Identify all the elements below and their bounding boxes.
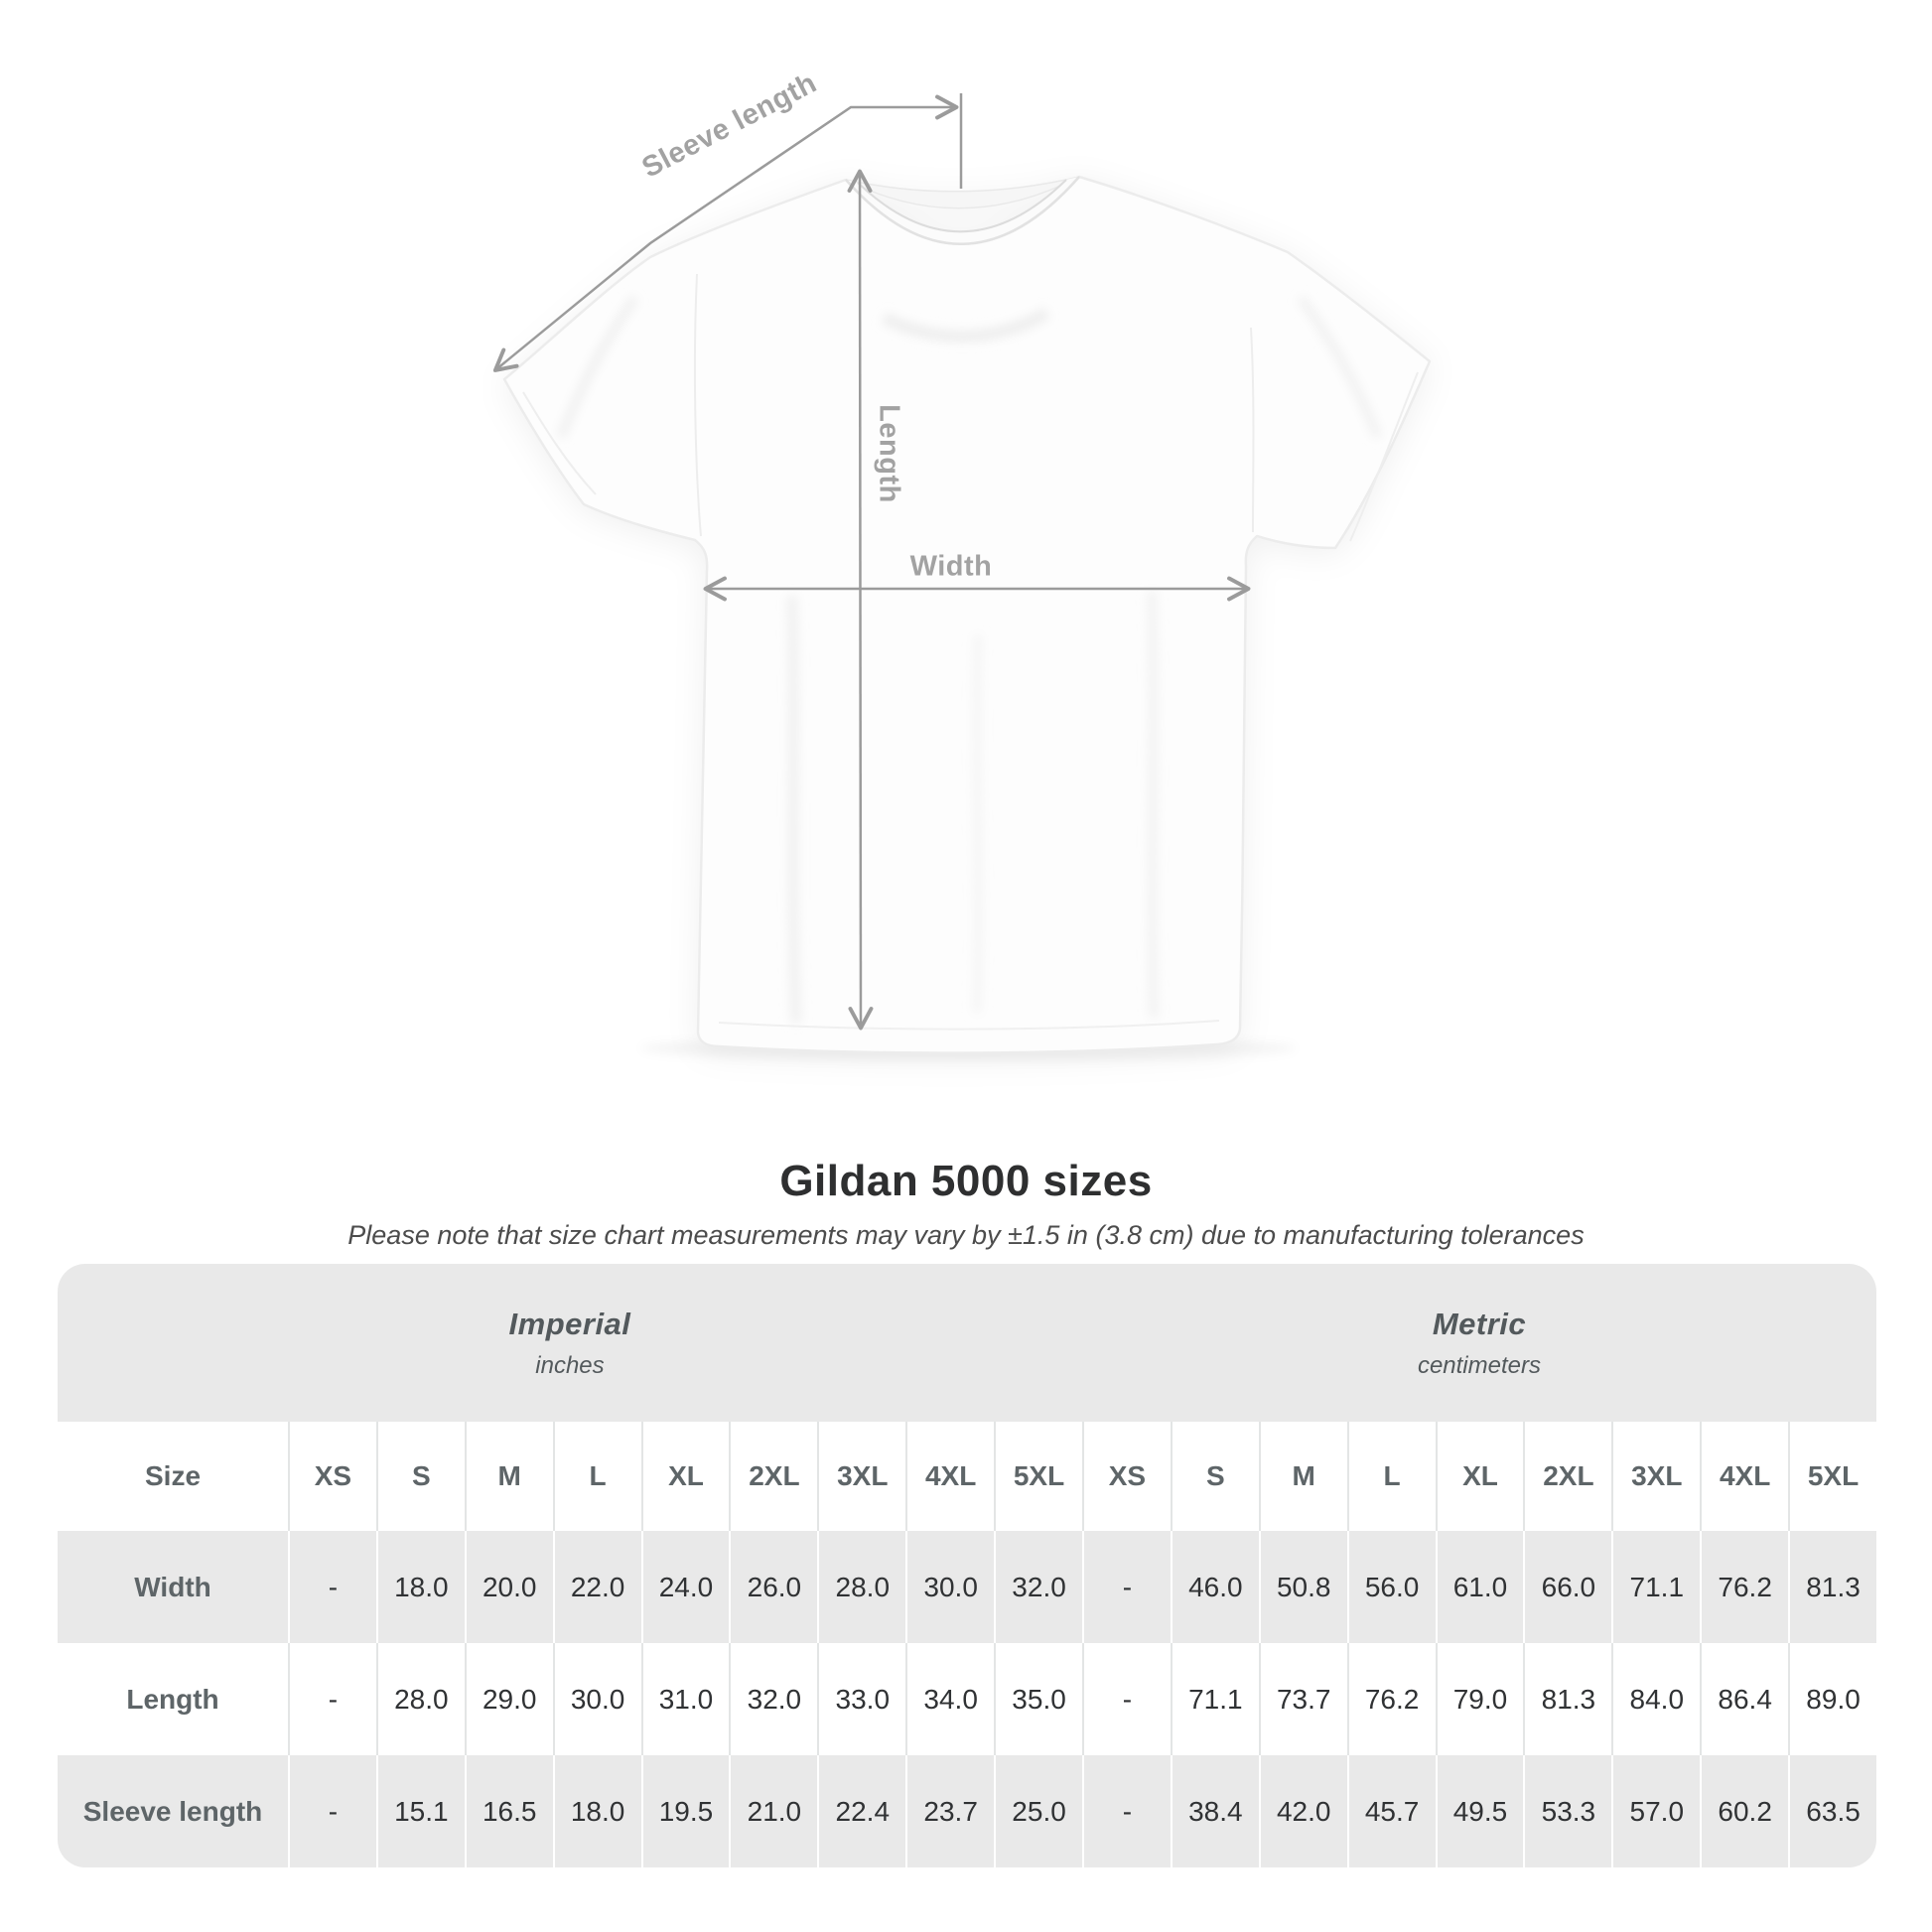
unit-band: Imperial inches Metric centimeters: [58, 1264, 1876, 1422]
table-cell: 20.0: [464, 1531, 553, 1643]
table-cell: 28.0: [817, 1531, 905, 1643]
table-cell: 29.0: [464, 1643, 553, 1755]
table-cell: 60.2: [1700, 1755, 1788, 1867]
metric-unit-label: centimeters: [1417, 1351, 1541, 1379]
table-cell: 22.0: [552, 1531, 641, 1643]
table-cell: 86.4: [1700, 1643, 1788, 1755]
table-cell: 84.0: [1611, 1643, 1700, 1755]
table-cell: 30.0: [905, 1531, 994, 1643]
table-cell: -: [288, 1531, 376, 1643]
sleeve-length-arrow: [492, 94, 959, 372]
table-cell: -: [1081, 1643, 1171, 1755]
column-header: M: [464, 1422, 553, 1531]
table-cell: 76.2: [1700, 1531, 1788, 1643]
table-cell: 57.0: [1611, 1755, 1700, 1867]
table-cell: 71.1: [1611, 1531, 1700, 1643]
table-cell: 28.0: [375, 1643, 465, 1755]
table-cell: 50.8: [1258, 1531, 1347, 1643]
length-row: Length - 28.0 29.0 30.0 31.0 32.0 33.0 3…: [58, 1643, 1876, 1755]
table-cell: 25.0: [994, 1755, 1082, 1867]
column-header: S: [375, 1422, 465, 1531]
table-cell: 22.4: [817, 1755, 905, 1867]
length-label: Length: [873, 404, 905, 503]
table-cell: 89.0: [1788, 1643, 1876, 1755]
column-header: 2XL: [729, 1422, 817, 1531]
table-cell: 42.0: [1258, 1755, 1347, 1867]
tshirt-image: [502, 175, 1432, 1054]
size-header-row: Size XS S M L XL 2XL 3XL 4XL 5XL XS S M …: [58, 1422, 1876, 1531]
column-header: XS: [288, 1422, 376, 1531]
tshirt-diagram: [492, 93, 1432, 1061]
table-cell: -: [1081, 1531, 1171, 1643]
table-cell: 32.0: [729, 1643, 817, 1755]
table-cell: 32.0: [994, 1531, 1082, 1643]
length-arrow: [847, 169, 874, 1031]
table-cell: 38.4: [1170, 1755, 1259, 1867]
column-header: 5XL: [1788, 1422, 1876, 1531]
page-title: Gildan 5000 sizes: [779, 1157, 1153, 1206]
table-cell: -: [288, 1755, 376, 1867]
column-header: 3XL: [1611, 1422, 1700, 1531]
sleeve-length-row: Sleeve length - 15.1 16.5 18.0 19.5 21.0…: [58, 1755, 1876, 1867]
table-cell: 66.0: [1523, 1531, 1611, 1643]
column-header: L: [552, 1422, 641, 1531]
table-cell: 30.0: [552, 1643, 641, 1755]
unit-group-imperial: Imperial inches: [58, 1264, 1082, 1422]
table-cell: 34.0: [905, 1643, 994, 1755]
table-cell: 81.3: [1788, 1531, 1876, 1643]
imperial-label: Imperial: [508, 1306, 631, 1341]
table-cell: 49.5: [1435, 1755, 1524, 1867]
table-cell: 45.7: [1346, 1755, 1436, 1867]
column-header: S: [1170, 1422, 1259, 1531]
table-cell: 31.0: [640, 1643, 730, 1755]
table-cell: 63.5: [1788, 1755, 1876, 1867]
column-header: XL: [1435, 1422, 1524, 1531]
column-header: L: [1346, 1422, 1436, 1531]
table-cell: 18.0: [552, 1755, 641, 1867]
column-header: XS: [1081, 1422, 1171, 1531]
table-cell: 71.1: [1170, 1643, 1259, 1755]
size-table: Imperial inches Metric centimeters Size …: [58, 1264, 1876, 1867]
table-cell: 24.0: [640, 1531, 730, 1643]
row-label: Width: [134, 1571, 211, 1602]
table-cell: 19.5: [640, 1755, 730, 1867]
column-header: 5XL: [994, 1422, 1082, 1531]
column-header: 4XL: [1700, 1422, 1788, 1531]
table-cell: 15.1: [375, 1755, 465, 1867]
row-label: Sleeve length: [82, 1795, 263, 1827]
table-cell: 76.2: [1346, 1643, 1436, 1755]
size-header: Size: [144, 1460, 202, 1491]
unit-group-metric: Metric centimeters: [1082, 1264, 1876, 1422]
table-cell: 46.0: [1170, 1531, 1259, 1643]
column-header: XL: [640, 1422, 730, 1531]
table-cell: 16.5: [464, 1755, 553, 1867]
table-cell: 21.0: [729, 1755, 817, 1867]
table-cell: 35.0: [994, 1643, 1082, 1755]
table-cell: 53.3: [1523, 1755, 1611, 1867]
table-cell: 81.3: [1523, 1643, 1611, 1755]
column-header: 2XL: [1523, 1422, 1611, 1531]
column-header: 4XL: [905, 1422, 994, 1531]
width-label: Width: [909, 550, 993, 583]
table-cell: 23.7: [905, 1755, 994, 1867]
tolerance-note: Please note that size chart measurements…: [347, 1220, 1585, 1250]
metric-label: Metric: [1432, 1306, 1527, 1341]
width-row: Width - 18.0 20.0 22.0 24.0 26.0 28.0 30…: [58, 1531, 1876, 1643]
column-header: M: [1258, 1422, 1347, 1531]
table-cell: 26.0: [729, 1531, 817, 1643]
column-header: 3XL: [817, 1422, 905, 1531]
table-cell: 33.0: [817, 1643, 905, 1755]
row-label: Length: [126, 1683, 219, 1715]
table-cell: 73.7: [1258, 1643, 1347, 1755]
table-cell: 61.0: [1435, 1531, 1524, 1643]
table-cell: 56.0: [1346, 1531, 1436, 1643]
table-cell: -: [288, 1643, 376, 1755]
table-cell: -: [1081, 1755, 1171, 1867]
imperial-unit-label: inches: [535, 1351, 605, 1379]
table-cell: 79.0: [1435, 1643, 1524, 1755]
table-cell: 18.0: [375, 1531, 465, 1643]
